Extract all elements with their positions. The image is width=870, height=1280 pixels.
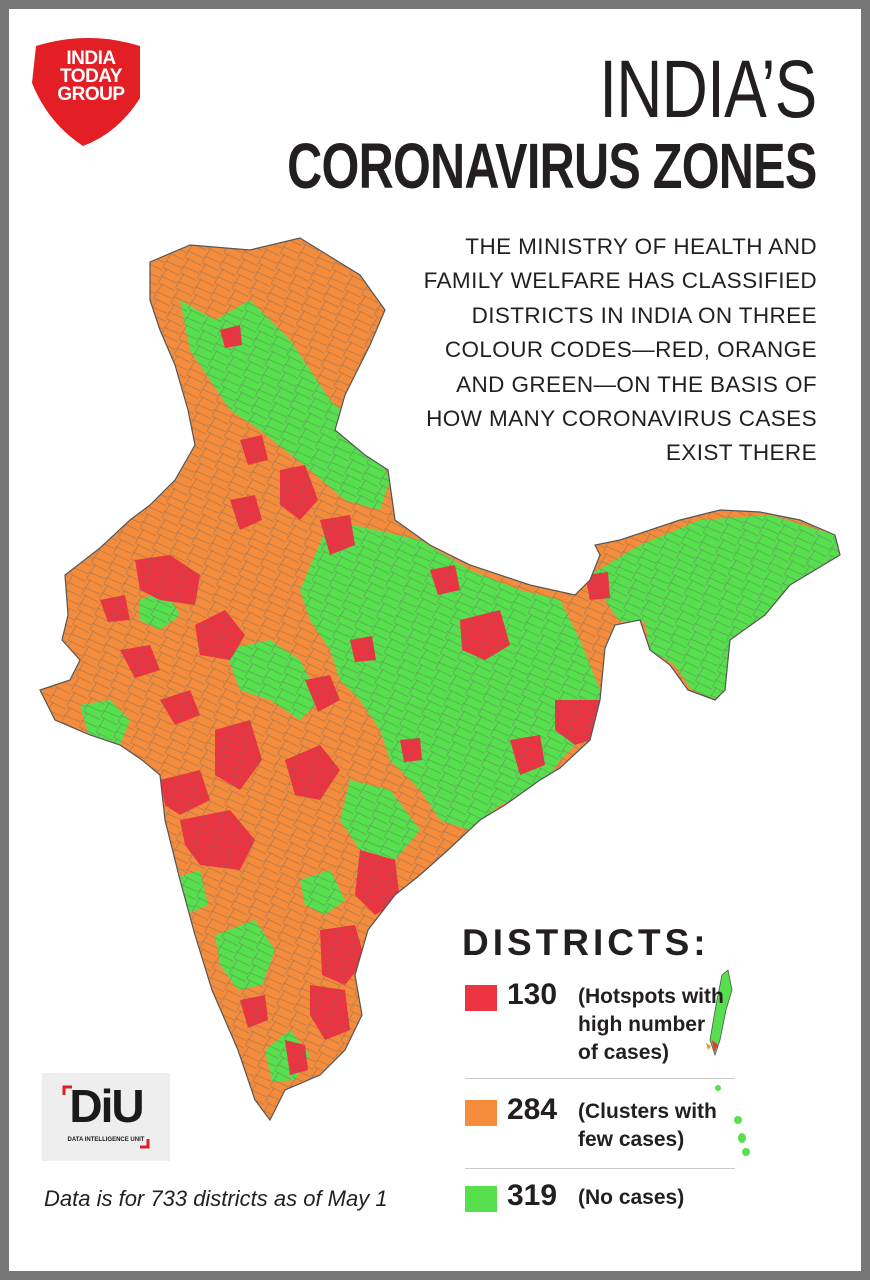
andaman-nicobar-islands — [706, 969, 750, 1156]
description-line: EXIST THERE — [665, 440, 817, 466]
diu-frame-icon — [62, 1085, 150, 1149]
description-line: AND GREEN—ON THE BASIS OF — [456, 371, 817, 397]
legend-label-line: (No cases) — [578, 1186, 685, 1209]
legend-count: 130 — [507, 978, 558, 1011]
legend-label: (Clusters with few cases) — [578, 1098, 778, 1154]
legend-label-line: few cases) — [578, 1128, 685, 1151]
legend-title: DISTRICTS: — [462, 922, 710, 963]
legend-label-line: (Hotspots with — [578, 985, 724, 1008]
description-line: COLOUR CODES—RED, ORANGE — [444, 337, 817, 363]
description-line: THE MINISTRY OF HEALTH AND — [465, 234, 817, 259]
description: THE MINISTRY OF HEALTH AND FAMILY WELFAR… — [357, 230, 817, 471]
diu-logo-subtitle: DATA INTELLIGENCE UNIT — [67, 1137, 145, 1143]
diu-logo: DiU DATA INTELLIGENCE UNIT — [42, 1073, 170, 1161]
legend-swatch-green — [465, 1186, 497, 1212]
diu-logo-text: DiU — [69, 1080, 144, 1132]
legend-divider — [465, 1078, 735, 1079]
description-line: DISTRICTS IN INDIA ON THREE — [471, 302, 817, 328]
description-line: HOW MANY CORONAVIRUS CASES — [426, 406, 817, 432]
logo-text-line: TODAY — [60, 66, 122, 87]
legend-label-line: (Clusters with — [578, 1100, 717, 1123]
legend-swatch-orange — [465, 1100, 497, 1126]
legend-swatch-red — [465, 985, 497, 1011]
footnote: Data is for 733 districts as of May 1 — [44, 1186, 388, 1211]
legend-count: 284 — [507, 1093, 558, 1126]
description-line: FAMILY WELFARE HAS CLASSIFIED — [423, 268, 817, 294]
legend-divider — [465, 1168, 735, 1169]
logo-text-line: INDIA — [66, 48, 116, 69]
legend-count: 319 — [507, 1179, 558, 1212]
legend-label-line: high number — [578, 1013, 706, 1036]
title-line-2: CORONAVIRUS ZONES — [287, 130, 818, 202]
logo-text-line: GROUP — [57, 84, 125, 105]
legend-label-line: of cases) — [578, 1041, 670, 1064]
legend-label: (No cases) — [578, 1184, 778, 1212]
title-line-1: INDIA’S — [599, 44, 818, 135]
legend-label: (Hotspots with high number of cases) — [578, 983, 778, 1067]
india-today-group-logo: INDIA TODAY GROUP — [28, 38, 148, 148]
